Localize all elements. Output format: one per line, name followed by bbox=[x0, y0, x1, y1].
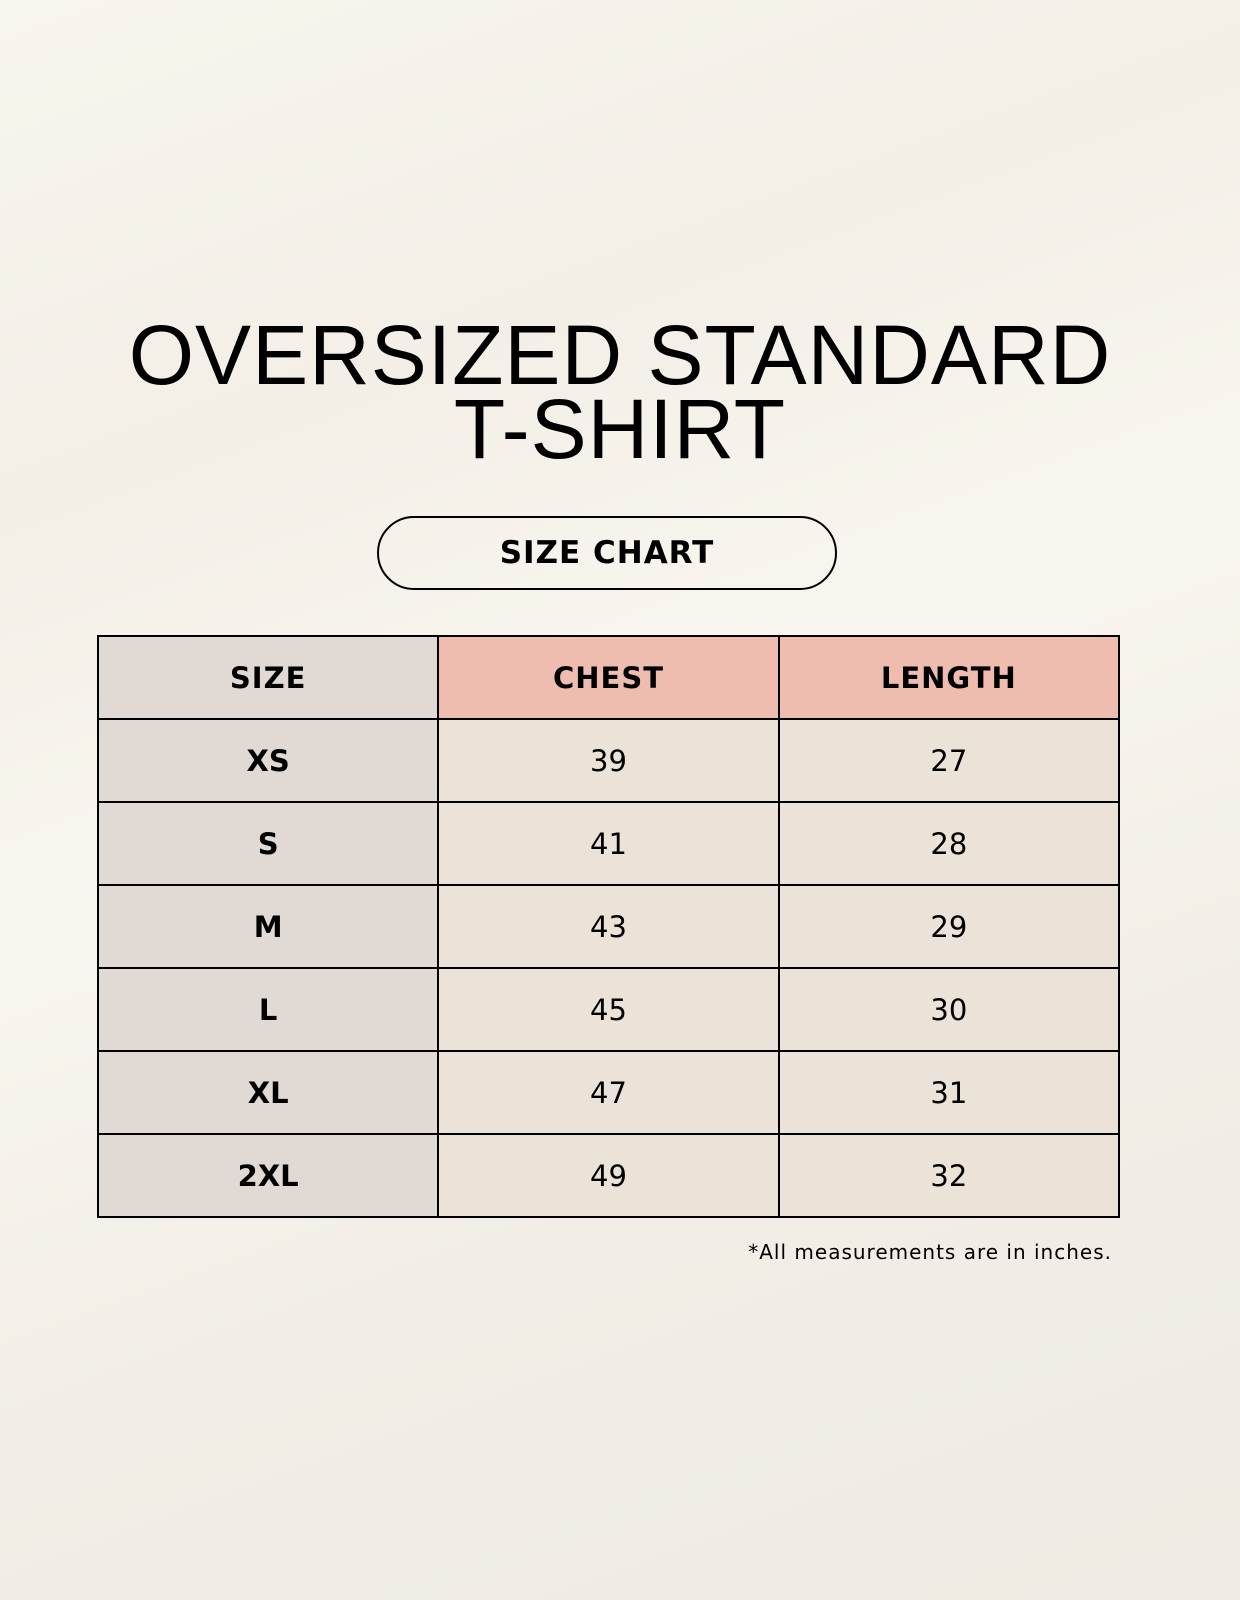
cell-chest: 49 bbox=[437, 1133, 780, 1218]
table-row: L 45 30 bbox=[96, 967, 1121, 1052]
cell-length: 29 bbox=[777, 884, 1121, 969]
table-row: XS 39 27 bbox=[96, 718, 1121, 803]
cell-size: 2XL bbox=[96, 1133, 440, 1218]
table-row: XL 47 31 bbox=[96, 1050, 1121, 1135]
cell-size: L bbox=[96, 967, 440, 1052]
title-line-1: OVERSIZED STANDARD bbox=[128, 308, 1112, 402]
table-row: M 43 29 bbox=[96, 884, 1121, 969]
cell-chest: 41 bbox=[437, 801, 780, 886]
title-line-2: T-SHIRT bbox=[453, 382, 787, 476]
measurement-note: *All measurements are in inches. bbox=[748, 1240, 1112, 1264]
header-length: LENGTH bbox=[777, 635, 1121, 720]
cell-size: XS bbox=[96, 718, 440, 803]
cell-length: 30 bbox=[777, 967, 1121, 1052]
table-row: 2XL 49 32 bbox=[96, 1133, 1121, 1218]
page-title: OVERSIZED STANDARD T-SHIRT bbox=[0, 308, 1240, 476]
cell-length: 28 bbox=[777, 801, 1121, 886]
header-size: SIZE bbox=[96, 635, 440, 720]
cell-chest: 43 bbox=[437, 884, 780, 969]
cell-chest: 45 bbox=[437, 967, 780, 1052]
cell-size: XL bbox=[96, 1050, 440, 1135]
cell-length: 32 bbox=[777, 1133, 1121, 1218]
cell-chest: 47 bbox=[437, 1050, 780, 1135]
table-row: S 41 28 bbox=[96, 801, 1121, 886]
size-table: SIZE CHEST LENGTH XS 39 27 S 41 28 M 43 29 L 45 30 X… bbox=[96, 635, 1121, 1218]
header-chest: CHEST bbox=[437, 635, 780, 720]
cell-size: S bbox=[96, 801, 440, 886]
table-header-row: SIZE CHEST LENGTH bbox=[96, 635, 1121, 720]
cell-chest: 39 bbox=[437, 718, 780, 803]
cell-length: 31 bbox=[777, 1050, 1121, 1135]
cell-size: M bbox=[96, 884, 440, 969]
cell-length: 27 bbox=[777, 718, 1121, 803]
size-chart-badge: SIZE CHART bbox=[377, 516, 837, 590]
